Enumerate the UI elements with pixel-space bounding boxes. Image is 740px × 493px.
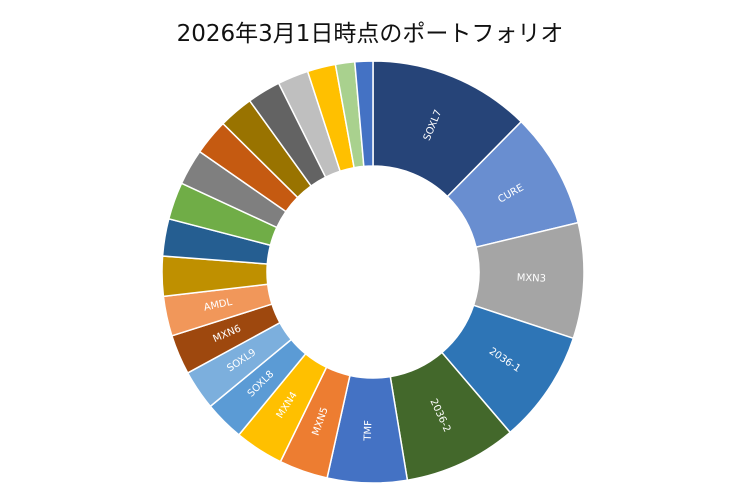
- slice-label-mxn3: MXN3: [516, 273, 546, 285]
- slice-label-tmf: TMF: [363, 420, 375, 442]
- chart-title: 2026年3月1日時点のポートフォリオ: [176, 21, 564, 47]
- donut-slices: [161, 60, 585, 484]
- donut-slice: [353, 60, 374, 168]
